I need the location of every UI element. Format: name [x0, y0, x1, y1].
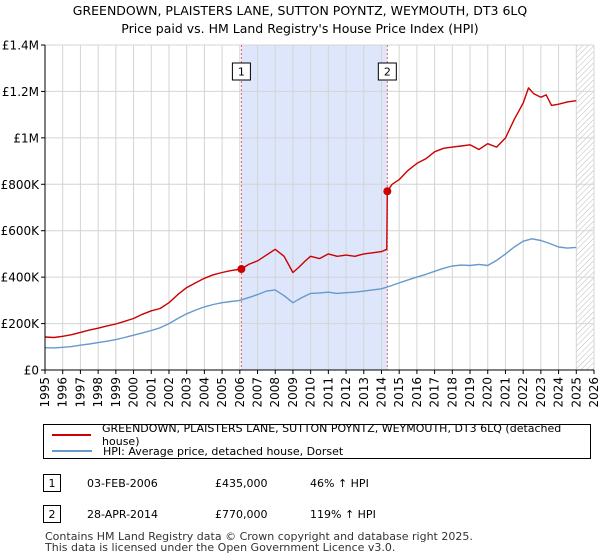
sale-hpi-change: 119% ↑ HPI: [310, 508, 376, 521]
x-tick-label: 2011: [321, 377, 335, 408]
x-tick-label: 1998: [91, 377, 105, 408]
sale-label-box: [231, 62, 251, 81]
y-tick-label: £0: [24, 364, 39, 378]
sale-label-text: 1: [238, 66, 245, 79]
x-tick-label: 2006: [233, 377, 247, 408]
y-tick-label: £1.4M: [2, 39, 39, 53]
x-tick-label: 2005: [215, 377, 229, 408]
x-tick-label: 1996: [56, 377, 70, 408]
x-tick-label: 2003: [180, 377, 194, 408]
x-tick-label: 2009: [286, 377, 300, 408]
footer-copyright: Contains HM Land Registry data © Crown c…: [45, 530, 473, 543]
x-tick-label: 2007: [251, 377, 265, 408]
y-tick-label: £800K: [1, 178, 41, 192]
x-tick-label: 2026: [587, 377, 600, 408]
sale-date: 03-FEB-2006: [87, 477, 158, 490]
x-tick-label: 2004: [197, 377, 211, 408]
y-tick-label: £400K: [1, 271, 41, 285]
property-series-line: [44, 87, 577, 339]
sale-row: 1 03-FEB-2006 £435,000 46% ↑ HPI: [43, 474, 443, 494]
x-tick-label: 2024: [552, 377, 566, 408]
footer: Contains HM Land Registry data © Crown c…: [45, 531, 473, 553]
x-tick-label: 2023: [534, 377, 548, 408]
x-tick-label: 2010: [304, 377, 318, 408]
chart-subtitle: Price paid vs. HM Land Registry's House …: [121, 21, 479, 36]
y-tick-label: £600K: [1, 224, 41, 238]
x-tick-label: 2021: [498, 377, 512, 408]
legend-label-property: GREENDOWN, PLAISTERS LANE, SUTTON POYNTZ…: [102, 422, 562, 448]
sale-hpi-change: 46% ↑ HPI: [310, 477, 369, 490]
y-tick-label: £1M: [13, 131, 39, 145]
chart-title: GREENDOWN, PLAISTERS LANE, SUTTON POYNTZ…: [72, 3, 528, 18]
sale-point-marker: [237, 265, 246, 274]
x-tick-label: 2014: [374, 377, 388, 408]
sale-label-box: [377, 62, 397, 81]
sale-point-marker: [383, 187, 392, 196]
legend-label-hpi: HPI: Average price, detached house, Dors…: [103, 444, 344, 458]
x-tick-label: 2016: [410, 377, 424, 408]
x-tick-label: 2025: [569, 377, 583, 408]
x-tick-label: 2012: [339, 377, 353, 408]
x-tick-label: 1997: [73, 377, 87, 408]
x-tick-label: 1999: [109, 377, 123, 408]
x-tick-label: 2008: [268, 377, 282, 408]
x-tick-label: 2017: [428, 377, 442, 408]
legend: GREENDOWN, PLAISTERS LANE, SUTTON POYNTZ…: [43, 422, 591, 459]
x-tick-label: 2000: [127, 377, 141, 408]
x-tick-label: 2020: [481, 377, 495, 408]
sale-number-badge: 2: [43, 505, 61, 523]
legend-swatch-hpi: [52, 450, 92, 452]
x-tick-label: 2015: [392, 377, 406, 408]
y-tick-label: £200K: [1, 317, 41, 331]
sale-price: £435,000: [215, 477, 268, 490]
legend-swatch-property: [52, 434, 92, 436]
x-tick-label: 2018: [445, 377, 459, 408]
sale-price: £770,000: [215, 508, 268, 521]
sale-row: 2 28-APR-2014 £770,000 119% ↑ HPI: [43, 505, 443, 525]
sale-date: 28-APR-2014: [87, 508, 159, 521]
legend-item-hpi: HPI: Average price, detached house, Dors…: [52, 443, 343, 459]
x-tick-label: 2001: [144, 377, 158, 408]
x-tick-label: 2013: [357, 377, 371, 408]
shaded-ownership-range: [241, 45, 388, 370]
hpi-series-line: [44, 238, 577, 349]
hatched-region: [576, 45, 594, 370]
x-tick-label: 2002: [162, 377, 176, 408]
price-chart: 1 2 £0 £200K £400K £600K £800K £1M £1.2M £1.4M 19…: [1, 39, 600, 408]
legend-item-property: GREENDOWN, PLAISTERS LANE, SUTTON POYNTZ…: [52, 422, 590, 448]
x-tick-label: 2019: [463, 377, 477, 408]
x-tick-label: 1995: [38, 377, 52, 408]
y-tick-label: £1.2M: [2, 85, 39, 99]
sale-label-text: 2: [384, 66, 391, 79]
sale-number-badge: 1: [43, 474, 61, 492]
x-tick-label: 2022: [516, 377, 530, 408]
footer-licence: This data is licensed under the Open Gov…: [45, 541, 396, 554]
